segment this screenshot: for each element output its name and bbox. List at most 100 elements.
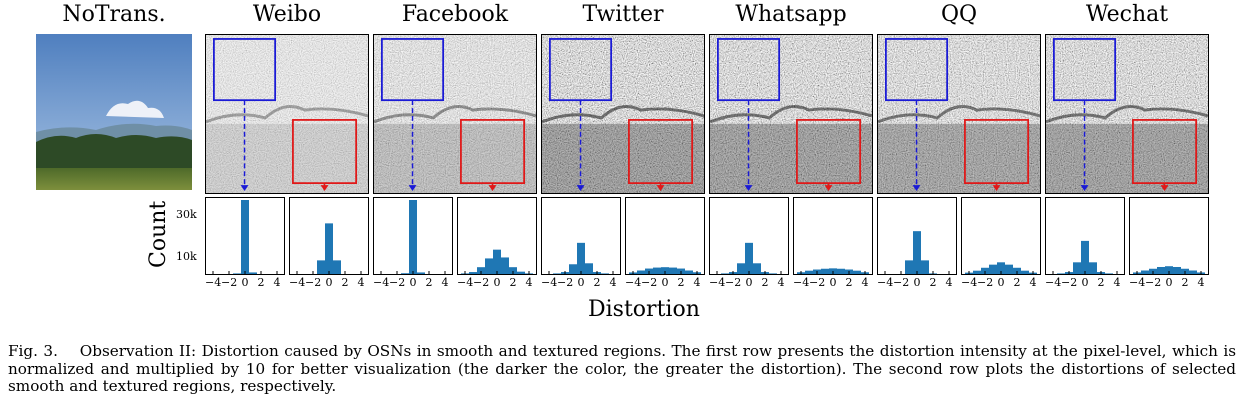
histogram-bar: [485, 258, 493, 274]
x-tick-label: 2: [1097, 276, 1105, 289]
distortion-map-qq: [877, 34, 1041, 194]
x-tick-label: 0: [241, 276, 249, 289]
original-landscape-image: [36, 34, 192, 190]
histogram-bar: [653, 267, 661, 274]
x-tick-label: −2: [473, 276, 490, 289]
x-tick-label: 2: [593, 276, 601, 289]
histogram-qq-smooth: [877, 197, 957, 275]
x-axis-label: Distortion: [588, 297, 700, 322]
histogram-bar: [1157, 266, 1165, 274]
x-tick-label: −4: [1045, 276, 1062, 289]
histogram-bar: [1173, 266, 1181, 274]
histogram-facebook-textured: [457, 197, 537, 275]
histogram-bar: [737, 263, 745, 274]
x-tick-label: 4: [273, 276, 281, 289]
histogram-bar: [409, 200, 417, 274]
x-tick-label: −4: [373, 276, 390, 289]
x-tick-label: −2: [557, 276, 574, 289]
histogram-bar: [805, 270, 813, 274]
x-tick-label: 0: [493, 276, 501, 289]
histogram-bar: [769, 273, 777, 274]
distortion-map-wechat: [1045, 34, 1209, 194]
histogram-bar: [973, 270, 981, 274]
x-tick-label: 0: [325, 276, 333, 289]
x-tick-label: −2: [809, 276, 826, 289]
histogram-bar: [1073, 262, 1081, 274]
x-tick-label: 2: [341, 276, 349, 289]
x-tick-label: −4: [625, 276, 642, 289]
histogram-bar: [1165, 266, 1173, 274]
x-tick-label: −4: [1129, 276, 1146, 289]
histogram-bar: [601, 273, 609, 274]
histogram-bar: [333, 260, 341, 274]
x-tick-label: −4: [541, 276, 558, 289]
x-tick-label: −4: [877, 276, 894, 289]
histogram-bar: [837, 268, 845, 274]
caption-label: Fig. 3.: [8, 342, 58, 360]
histogram-qq-textured: [961, 197, 1041, 275]
histogram-bar: [477, 267, 485, 274]
histogram-twitter-textured: [625, 197, 705, 275]
x-tick-label: 4: [441, 276, 449, 289]
histogram-bar: [685, 270, 693, 274]
x-tick-label: 4: [1113, 276, 1121, 289]
figure-caption: Fig. 3. Observation II: Distortion cause…: [8, 342, 1236, 396]
x-tick-label: 0: [661, 276, 669, 289]
column-title-weibo: Weibo: [252, 2, 322, 27]
histogram-bar: [317, 260, 325, 274]
x-tick-label: 0: [409, 276, 417, 289]
histogram-bar: [1021, 270, 1029, 274]
histogram-bar: [981, 267, 989, 274]
histogram-bar: [249, 272, 257, 274]
histogram-bar: [745, 242, 753, 274]
y-axis-label: Count: [146, 200, 171, 268]
x-tick-label: 2: [1181, 276, 1189, 289]
histogram-bar: [1013, 267, 1021, 274]
x-tick-label: 2: [929, 276, 937, 289]
x-tick-label: −2: [1145, 276, 1162, 289]
histogram-bar: [905, 260, 913, 274]
distortion-map-weibo: [205, 34, 369, 194]
column-title-twitter: Twitter: [582, 2, 664, 27]
x-tick-label: 2: [257, 276, 265, 289]
column-title-wechat: Wechat: [1085, 2, 1169, 27]
histogram-wechat-textured: [1129, 197, 1209, 275]
histogram-bar: [997, 262, 1005, 274]
x-tick-label: −4: [793, 276, 810, 289]
x-tick-label: 2: [509, 276, 517, 289]
x-tick-label: −4: [457, 276, 474, 289]
distortion-map-facebook: [373, 34, 537, 194]
column-title-qq: QQ: [940, 2, 978, 27]
histogram-bar: [1189, 270, 1197, 274]
column-title-whatsapp: Whatsapp: [735, 2, 847, 27]
histogram-bar: [569, 264, 577, 274]
histogram-bar: [913, 231, 921, 274]
histogram-whatsapp-textured: [793, 197, 873, 275]
x-tick-label: 0: [577, 276, 585, 289]
histogram-bar: [241, 200, 249, 274]
histogram-bar: [585, 263, 593, 274]
x-tick-label: 2: [761, 276, 769, 289]
x-tick-label: −2: [305, 276, 322, 289]
x-tick-label: 4: [1197, 276, 1205, 289]
x-tick-label: 2: [425, 276, 433, 289]
x-tick-label: 0: [997, 276, 1005, 289]
x-tick-label: 4: [861, 276, 869, 289]
histogram-whatsapp-smooth: [709, 197, 789, 275]
histogram-bar: [1089, 262, 1097, 274]
x-tick-label: −4: [289, 276, 306, 289]
histogram-bar: [989, 264, 997, 274]
histogram-bar: [325, 223, 333, 274]
histogram-bar: [1105, 273, 1113, 274]
histogram-bar: [501, 257, 509, 274]
x-tick-label: −2: [221, 276, 238, 289]
x-tick-label: 4: [357, 276, 365, 289]
x-tick-label: −2: [893, 276, 910, 289]
x-tick-label: −2: [389, 276, 406, 289]
histogram-weibo-textured: [289, 197, 369, 275]
histogram-bar: [401, 273, 409, 274]
x-tick-label: 2: [1013, 276, 1021, 289]
distortion-map-whatsapp: [709, 34, 873, 194]
histogram-bar: [1081, 240, 1089, 274]
x-tick-label: −2: [1061, 276, 1078, 289]
